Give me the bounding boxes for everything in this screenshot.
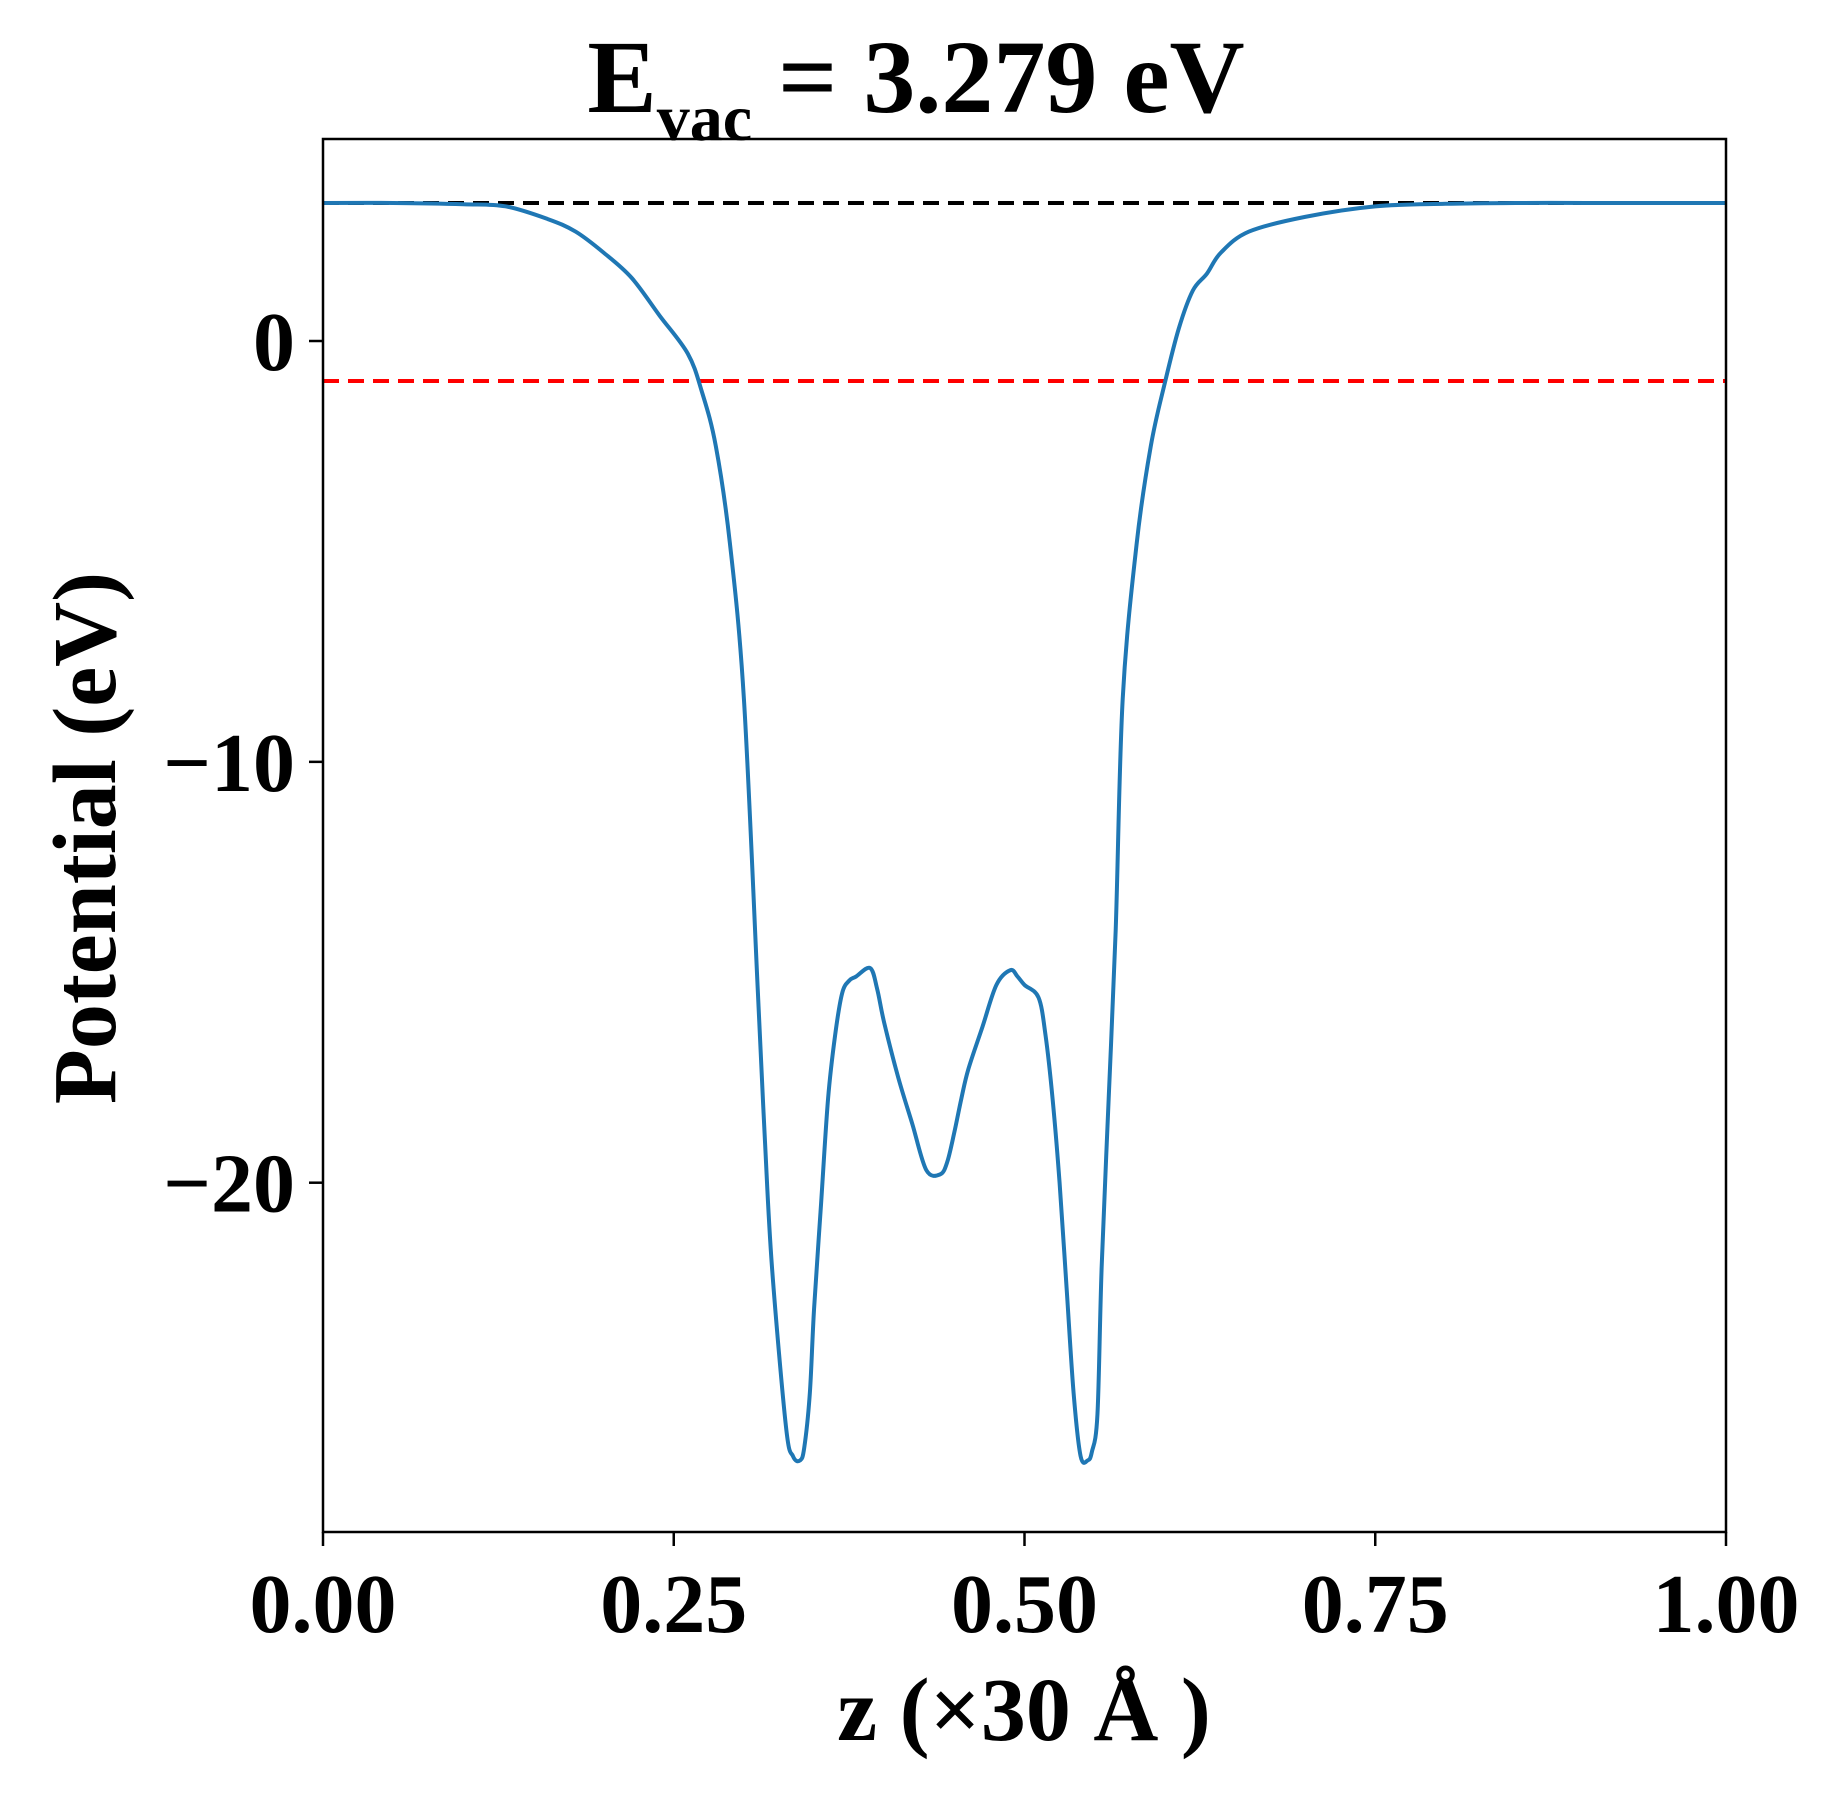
x-tick-label-1: 0.25 bbox=[600, 1558, 747, 1651]
x-tick-label-4: 1.00 bbox=[1653, 1558, 1800, 1651]
x-tick-label-0: 0.00 bbox=[250, 1558, 397, 1651]
title-main: E bbox=[587, 20, 656, 135]
x-tick-label-3: 0.75 bbox=[1302, 1558, 1449, 1651]
y-tick-label-2: −20 bbox=[163, 1138, 295, 1231]
chart-title: Evac = 3.279 eV bbox=[587, 20, 1244, 155]
y-axis-label: Potential (eV) bbox=[36, 572, 135, 1104]
title-subscript: vac bbox=[657, 82, 752, 155]
title-rest: = 3.279 eV bbox=[752, 20, 1245, 135]
x-axis-label: z (×30 Å ) bbox=[837, 1661, 1211, 1760]
y-tick-label-1: −10 bbox=[163, 717, 295, 810]
plot-frame bbox=[321, 137, 1728, 1534]
series-group bbox=[322, 200, 1726, 1465]
reference-lines bbox=[323, 201, 1726, 383]
x-tick-label-2: 0.50 bbox=[951, 1558, 1098, 1651]
y-tick-label-0: 0 bbox=[253, 296, 295, 389]
series-line-0 bbox=[322, 200, 1726, 1465]
ticks-group: 0.00 0.25 0.50 0.75 1.00 0 −10 −20 bbox=[163, 296, 1799, 1651]
